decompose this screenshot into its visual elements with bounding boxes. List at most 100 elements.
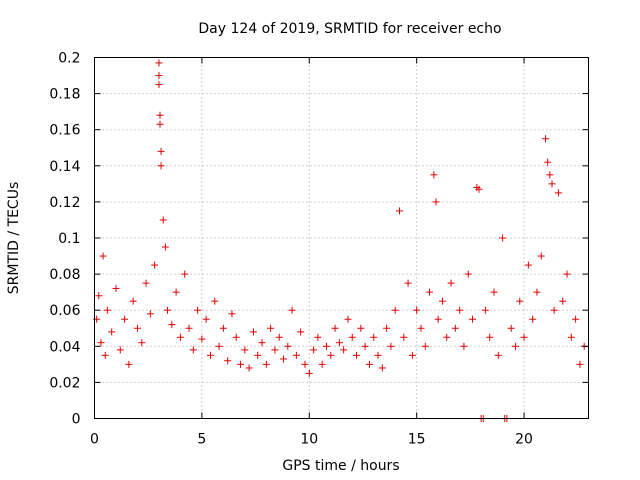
data-point — [438, 297, 446, 305]
data-point — [365, 360, 373, 368]
ticks-layer: 0 0.02 0.04 0.06 0.08 0.1 0.12 0.14 0.16 0.18 0.2 0… — [49, 51, 589, 448]
data-point — [542, 135, 550, 143]
data-point — [125, 360, 133, 368]
data-point — [138, 339, 146, 347]
data-point — [245, 364, 253, 372]
data-point — [421, 342, 429, 350]
data-point — [314, 333, 322, 341]
data-point — [232, 333, 240, 341]
data-point — [164, 306, 172, 314]
data-point — [361, 342, 369, 350]
data-point — [211, 297, 219, 305]
x-tick-label: 15 — [408, 432, 426, 448]
x-tick-label: 5 — [197, 432, 206, 448]
y-tick-label: 0.18 — [49, 87, 80, 103]
data-point — [155, 59, 163, 67]
data-point — [469, 315, 477, 323]
data-point — [344, 315, 352, 323]
data-point — [544, 158, 552, 166]
data-point — [550, 306, 558, 314]
data-point — [499, 234, 507, 242]
data-point — [533, 288, 541, 296]
data-point — [572, 315, 580, 323]
x-tick-label: 10 — [300, 432, 318, 448]
data-point — [97, 339, 105, 347]
data-point — [99, 252, 107, 260]
data-point — [548, 180, 556, 188]
chart-title: Day 124 of 2019, SRMTID for receiver ech… — [198, 21, 501, 37]
data-point — [241, 346, 249, 354]
data-point — [133, 324, 141, 332]
data-point — [198, 335, 206, 343]
data-point — [168, 321, 176, 329]
data-point — [391, 306, 399, 314]
y-tick-label: 0 — [72, 412, 81, 428]
points-layer — [93, 59, 588, 422]
data-point — [507, 324, 515, 332]
data-point — [228, 310, 236, 318]
grid-layer — [94, 57, 589, 419]
data-point — [417, 324, 425, 332]
x-tick-label: 0 — [90, 432, 99, 448]
data-point — [116, 346, 124, 354]
data-point — [146, 310, 154, 318]
data-point — [335, 339, 343, 347]
data-point — [331, 324, 339, 332]
x-tick-label: 20 — [515, 432, 533, 448]
data-point — [215, 342, 223, 350]
data-point — [159, 216, 167, 224]
data-point — [129, 297, 137, 305]
data-point — [297, 328, 305, 336]
data-point — [155, 72, 163, 80]
y-tick-label: 0.14 — [49, 159, 80, 175]
data-point — [202, 315, 210, 323]
data-point — [155, 81, 163, 89]
y-tick-label: 0.16 — [49, 123, 80, 139]
data-point — [267, 324, 275, 332]
data-point — [189, 346, 197, 354]
data-point — [156, 120, 164, 128]
data-point — [524, 261, 532, 269]
y-tick-label: 0.12 — [49, 195, 80, 211]
data-point — [108, 328, 116, 336]
data-point — [529, 315, 537, 323]
data-point — [156, 111, 164, 119]
data-point — [121, 315, 129, 323]
data-point — [327, 351, 335, 359]
y-tick-label: 0.02 — [49, 375, 80, 391]
data-point — [185, 324, 193, 332]
data-point — [237, 360, 245, 368]
data-point — [157, 162, 165, 170]
data-point — [383, 324, 391, 332]
data-point — [157, 147, 165, 155]
data-point — [475, 185, 483, 193]
data-point — [464, 270, 472, 278]
data-point — [481, 306, 489, 314]
data-point — [456, 306, 464, 314]
data-point — [426, 288, 434, 296]
data-point — [451, 324, 459, 332]
data-point — [546, 171, 554, 179]
data-point — [95, 292, 103, 300]
data-point — [301, 360, 309, 368]
data-point — [142, 279, 150, 287]
data-point — [194, 306, 202, 314]
data-point — [567, 333, 575, 341]
data-point — [271, 346, 279, 354]
y-tick-label: 0.04 — [49, 339, 80, 355]
data-point — [563, 270, 571, 278]
data-point — [576, 360, 584, 368]
data-point — [378, 364, 386, 372]
data-point — [322, 342, 330, 350]
data-point — [554, 189, 562, 197]
data-point — [408, 351, 416, 359]
data-point — [374, 351, 382, 359]
data-point — [292, 351, 300, 359]
data-point — [511, 342, 519, 350]
data-point — [520, 333, 528, 341]
data-point — [224, 357, 232, 365]
data-point — [460, 342, 468, 350]
data-point — [387, 342, 395, 350]
y-tick-label: 0.1 — [58, 231, 80, 247]
